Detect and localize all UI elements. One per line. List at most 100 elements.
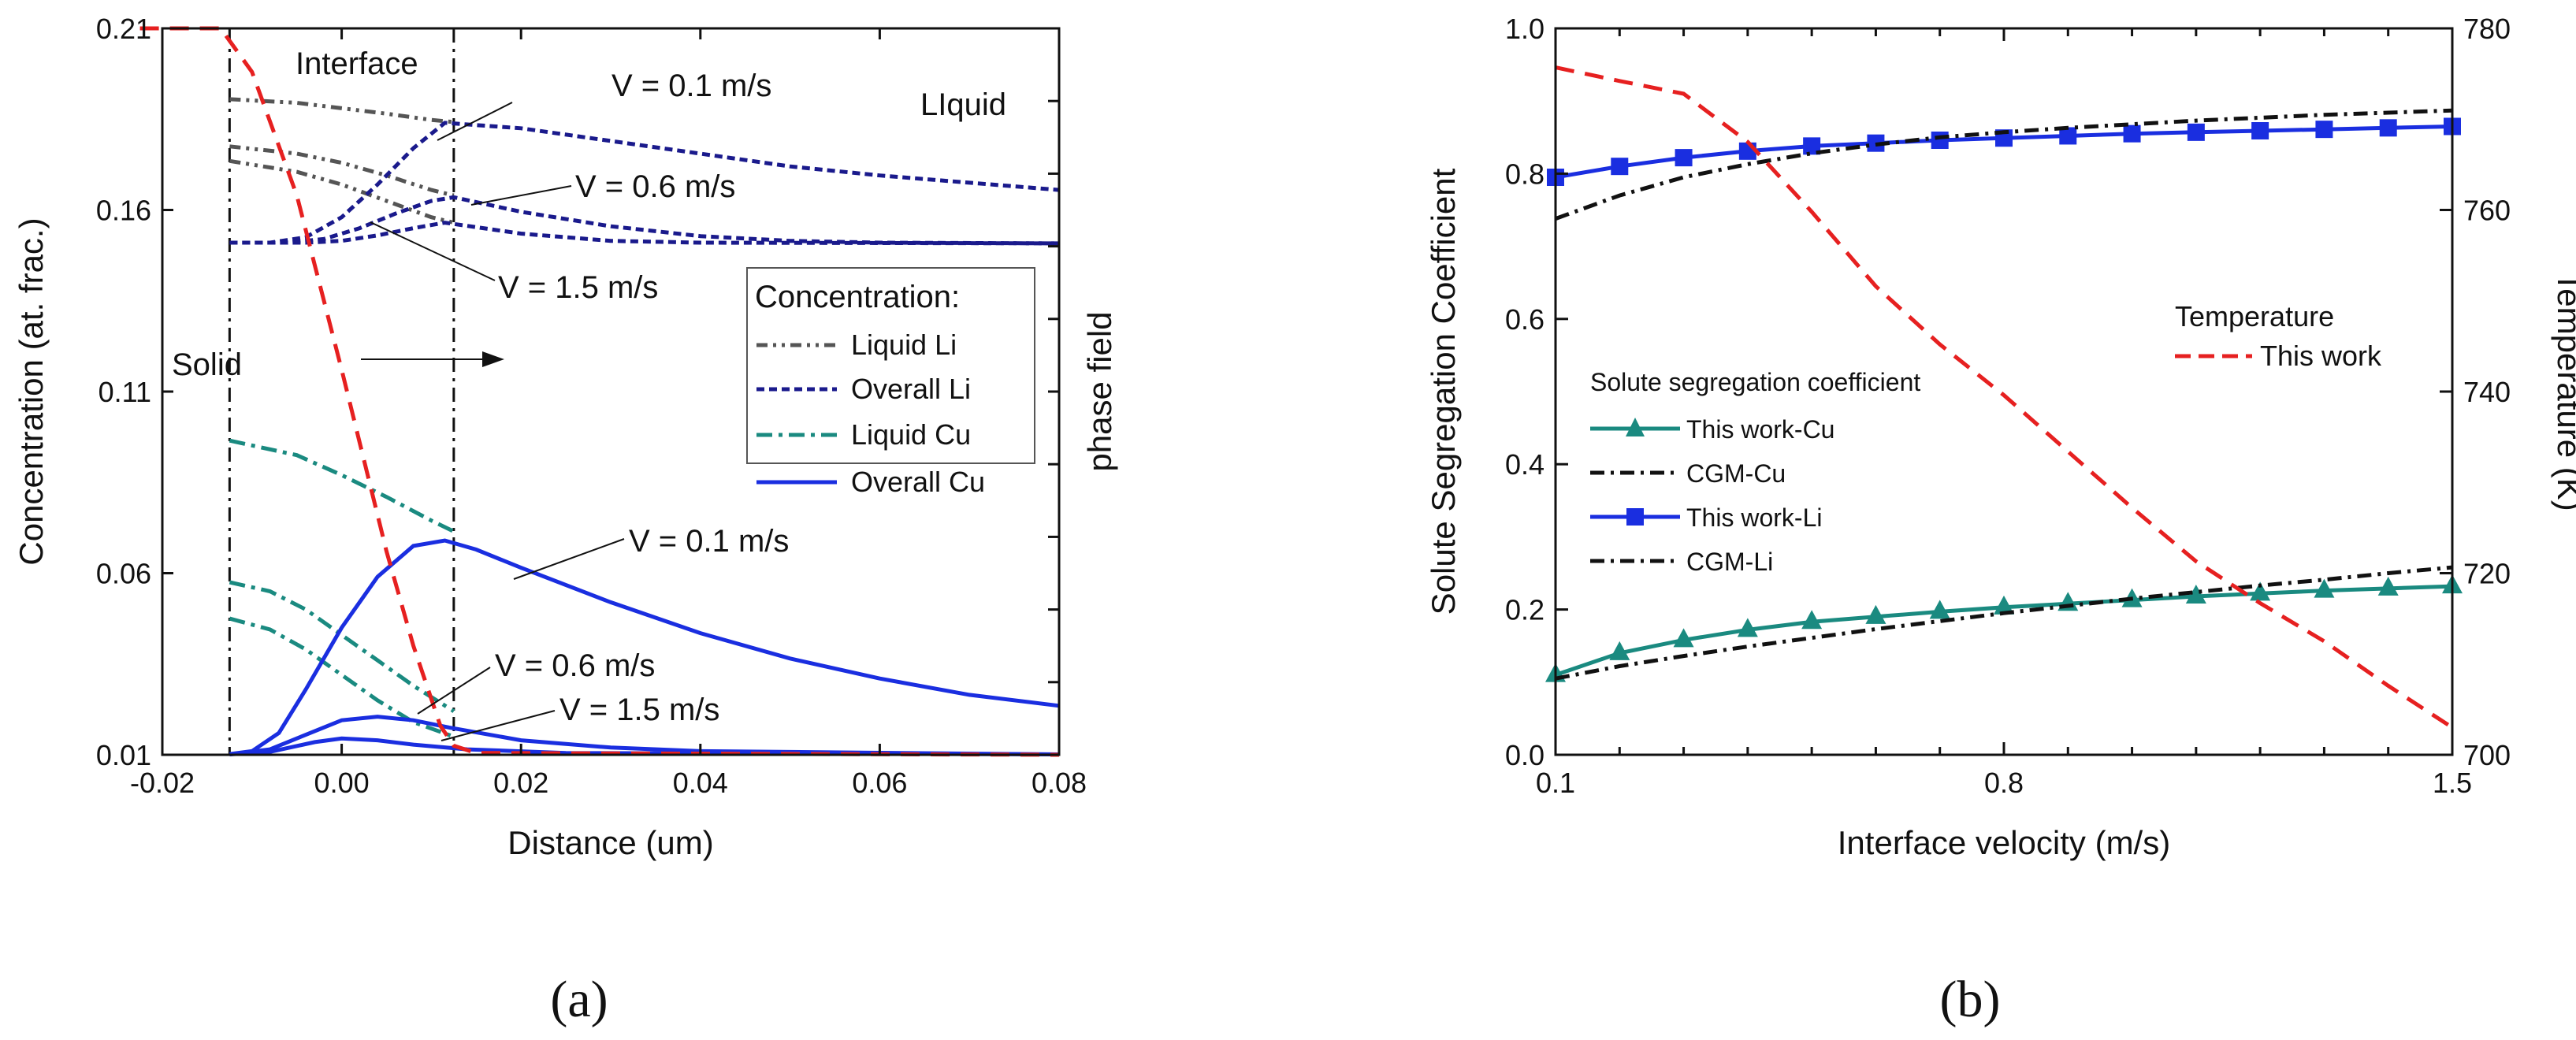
legend-label-this-work-li: This work-Li (1686, 503, 1822, 532)
marker-this-work-li (1675, 149, 1693, 167)
legend-title-temperature: Temperature (2175, 300, 2334, 332)
y2-tick-label-b: 760 (2463, 195, 2511, 227)
series-liquid-li-v0-1-m-s (229, 97, 455, 124)
y-tick-label-b: 1.0 (1505, 13, 1544, 45)
legend-marker-this-work-li (1626, 508, 1644, 526)
y2-tick-label-b: 720 (2463, 558, 2511, 590)
y-tick-label-a: 0.11 (99, 376, 151, 408)
series-cgm-li (1555, 108, 2453, 221)
panel-b-y2-axis-title: Temperature (K) (2551, 272, 2576, 511)
panel-a-y-axis-title: Concentration (at. frac.) (13, 217, 50, 565)
x-tick-label-b: 0.8 (1984, 767, 2024, 799)
leader-v15-cu (440, 710, 556, 741)
leader-v01-cu (513, 538, 625, 580)
x-tick-label-a: 0.08 (1032, 767, 1087, 799)
legend-title-b: Solute segregation coefficient (1590, 368, 1920, 396)
panel-b: 0.1 0.8 1.5 0.0 0.2 0.4 0.6 0.8 1.0 700 720 740 760 7… (1425, 13, 2576, 1028)
legend-marker-this-work-cu (1626, 418, 1645, 436)
marker-this-work-li (2379, 119, 2397, 137)
annotation-v06-li: V = 0.6 m/s (575, 169, 735, 204)
y-tick-label-a: 0.01 (96, 739, 151, 771)
y-tick-label-b: 0.8 (1505, 158, 1544, 190)
annotation-v01-cu: V = 0.1 m/s (629, 524, 789, 559)
legend-label-this-work-cu: This work-Cu (1686, 415, 1834, 444)
series-overall-li-v0-6-m-s (229, 195, 1060, 246)
y-tick-label-a: 0.16 (96, 195, 151, 227)
series-overall-cu-v0-1-m-s (229, 538, 1060, 756)
legend-box-a (746, 267, 1035, 464)
velocity-arrow-head (482, 351, 504, 367)
marker-this-work-li (2187, 123, 2205, 141)
marker-this-work-li (2251, 122, 2269, 140)
y2-tick-label-b: 740 (2463, 376, 2511, 408)
panel-b-curves (1545, 65, 2463, 730)
series-liquid-cu-v0-1-m-s (229, 438, 455, 533)
marker-this-work-cu (2377, 576, 2399, 596)
marker-this-work-cu (1865, 604, 1886, 624)
y-tick-label-a: 0.06 (96, 558, 151, 590)
annotation-solid: Solid (172, 347, 242, 382)
y2-tick-label-b: 700 (2463, 739, 2511, 771)
series-liquid-cu-v1-5-m-s (229, 616, 455, 739)
annotation-v15-li: V = 1.5 m/s (498, 270, 658, 305)
annotation-liquid: LIquid (920, 87, 1006, 122)
leader-v01-li (437, 102, 513, 141)
series-overall-cu-v0-6-m-s (229, 715, 1060, 756)
series-liquid-cu-v0-6-m-s (229, 580, 455, 713)
y2-tick-label-b: 780 (2463, 13, 2511, 45)
series-overall-li-v1-5-m-s (229, 221, 1060, 246)
series-liquid-li-v0-6-m-s (229, 144, 455, 198)
annotation-v01-li: V = 0.1 m/s (611, 69, 771, 103)
marker-this-work-cu (1673, 628, 1694, 648)
marker-this-work-cu (2250, 581, 2271, 601)
panel-a-y2-axis-title: phase field (1081, 311, 1118, 471)
marker-this-work-cu (1994, 595, 2014, 615)
marker-this-work-li (2123, 124, 2141, 143)
leader-v06-li (470, 185, 572, 206)
legend-title-a: Concentration: (755, 280, 960, 314)
panel-a: -0.02 0.00 0.02 0.04 0.06 0.08 0.01 0.06 0.11 0.1… (13, 13, 1118, 1028)
legend-label-liquid-cu: Liquid Cu (851, 418, 971, 451)
panel-a-x-axis-title: Distance (um) (507, 824, 713, 861)
y-tick-label-b: 0.6 (1505, 303, 1544, 336)
marker-this-work-cu (2185, 585, 2206, 604)
panel-b-legend: Solute segregation coefficient This work… (1590, 300, 2382, 576)
series-phase-field (139, 26, 1060, 757)
panel-a-curves (139, 26, 1060, 757)
panel-a-ticks: -0.02 0.00 0.02 0.04 0.06 0.08 0.01 0.06 0.11 0.1… (96, 13, 1087, 799)
marker-this-work-li (1803, 137, 1821, 155)
annotation-v06-cu: V = 0.6 m/s (495, 648, 655, 683)
legend-label-overall-cu: Overall Cu (851, 466, 985, 498)
series-temperature-this-work (1555, 65, 2454, 730)
y-tick-label-b: 0.0 (1505, 739, 1544, 771)
marker-this-work-li (2059, 127, 2077, 145)
x-tick-label-a: -0.02 (130, 767, 195, 799)
x-tick-label-a: 0.00 (314, 767, 370, 799)
y-tick-label-a: 0.21 (96, 13, 151, 45)
x-tick-label-a: 0.02 (493, 767, 548, 799)
panel-b-ticks: 0.1 0.8 1.5 0.0 0.2 0.4 0.6 0.8 1.0 700 720 740 760 7… (1505, 13, 2511, 799)
marker-this-work-li (1611, 158, 1629, 176)
leader-v06-cu (417, 667, 491, 715)
annotation-interface: Interface (296, 46, 418, 81)
panel-b-y-axis-title: Solute Segregation Coefficient (1425, 168, 1462, 615)
panel-a-annotations: Interface LIquid Solid V = 0.1 m/s V = 0… (172, 46, 1006, 741)
legend-label-liquid-li: Liquid Li (851, 329, 957, 361)
legend-label-overall-li: Overall Li (851, 373, 971, 405)
x-tick-label-a: 0.06 (852, 767, 907, 799)
panel-b-x-axis-title: Interface velocity (m/s) (1838, 824, 2170, 861)
panel-label-b: (b) (1940, 971, 2001, 1028)
marker-this-work-cu (1609, 641, 1630, 660)
legend-label-cgm-cu: CGM-Cu (1686, 459, 1786, 488)
marker-this-work-li (2315, 121, 2333, 139)
x-tick-label-b: 0.1 (1536, 767, 1575, 799)
annotation-v15-cu: V = 1.5 m/s (559, 693, 719, 727)
y-tick-label-b: 0.4 (1505, 448, 1544, 481)
marker-this-work-cu (1801, 610, 1823, 630)
series-overall-li-v0-1-m-s (229, 121, 1060, 245)
legend-label-cgm-li: CGM-Li (1686, 548, 1773, 576)
y-tick-label-b: 0.2 (1505, 594, 1544, 626)
panel-a-legend: Concentration: Liquid Li Overall Li Liqu… (746, 267, 1035, 498)
marker-this-work-cu (1737, 618, 1758, 637)
